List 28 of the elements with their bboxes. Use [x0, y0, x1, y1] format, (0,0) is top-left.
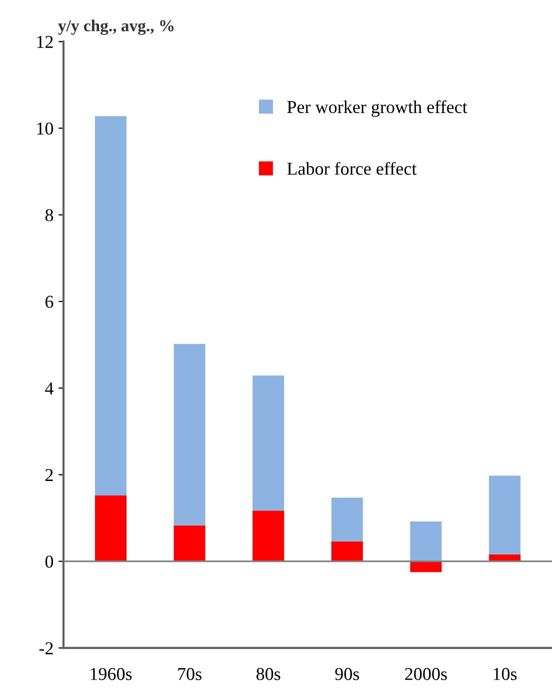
bar — [94, 495, 127, 562]
bar — [410, 561, 442, 572]
bar — [488, 476, 520, 554]
bar — [174, 344, 206, 526]
bar — [252, 376, 284, 511]
y-tick-label: -2 — [39, 642, 53, 654]
y-tick-label: 4 — [45, 382, 54, 394]
bar — [331, 498, 363, 542]
x-tick-label: 70s — [178, 668, 202, 680]
y-tick-label: 0 — [45, 556, 54, 568]
x-tick-label: 10s — [494, 668, 517, 680]
legend-label: Per worker growth effect — [287, 100, 468, 117]
bar — [410, 521, 442, 562]
x-tick-label: 1960s — [90, 668, 132, 680]
legend-label: Labor force effect — [287, 162, 417, 175]
x-tick-label: 90s — [335, 668, 360, 680]
bar — [94, 116, 127, 496]
x-tick-label: 2000s — [405, 668, 447, 680]
x-tick-label: 80s — [256, 668, 280, 680]
bar — [252, 510, 284, 562]
y-tick-label: 10 — [37, 122, 54, 135]
bar — [174, 525, 206, 562]
y-tick-label: 8 — [45, 209, 54, 222]
bar — [331, 541, 363, 562]
y-tick-label: 2 — [46, 469, 53, 481]
y-axis-title: y/y chg., avg., % — [58, 20, 174, 35]
y-tick-label: 6 — [46, 296, 54, 308]
y-tick-label: 12 — [37, 36, 53, 48]
